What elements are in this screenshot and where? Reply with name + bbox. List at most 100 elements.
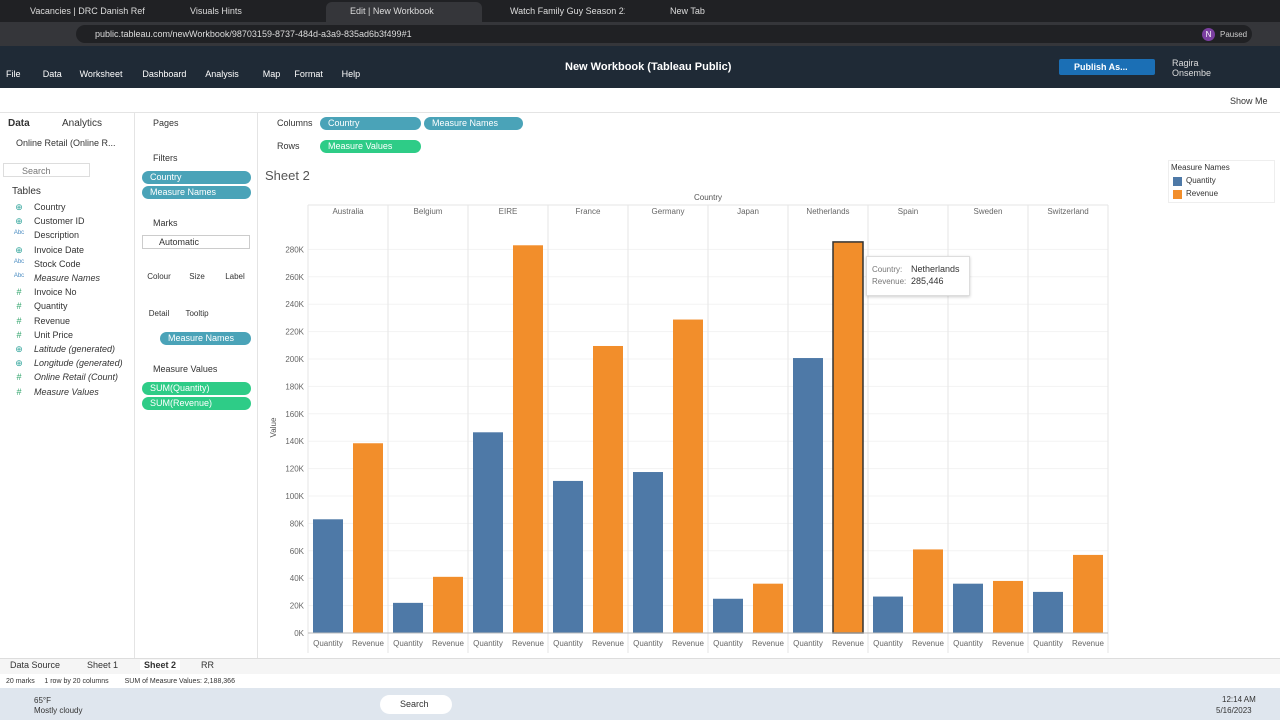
measure-pill[interactable]: SUM(Quantity): [142, 382, 251, 395]
workbook-title: New Workbook (Tableau Public): [565, 61, 732, 73]
bar: [753, 583, 783, 633]
pane-tab[interactable]: Data: [8, 118, 30, 129]
bar: [953, 583, 983, 633]
profile-status[interactable]: Paused: [1220, 30, 1248, 39]
category-label: Switzerland: [1047, 207, 1088, 216]
menu-item[interactable]: Help: [341, 69, 361, 79]
mark-type-label: Automatic: [159, 237, 200, 247]
avatar[interactable]: N: [1202, 28, 1215, 41]
field-icon: #: [16, 315, 22, 326]
bar: [553, 480, 583, 633]
menu-item[interactable]: Data: [42, 69, 62, 79]
show-me[interactable]: Show Me: [1230, 96, 1268, 106]
x-sub-label: Revenue: [752, 639, 785, 648]
field[interactable]: Latitude (generated): [34, 344, 116, 354]
category-label: Belgium: [414, 207, 443, 216]
category-label: Netherlands: [806, 207, 849, 216]
pane-tab[interactable]: Analytics: [62, 118, 103, 129]
x-header: Country: [694, 193, 722, 202]
bar: [873, 596, 903, 633]
mark-type[interactable]: [142, 235, 250, 249]
status-bar: [0, 674, 1280, 688]
measure-pill[interactable]: SUM(Revenue): [142, 397, 251, 410]
bar: [993, 580, 1023, 633]
field[interactable]: Revenue: [34, 315, 71, 326]
field-icon: #: [16, 372, 22, 383]
search-box[interactable]: [3, 163, 90, 177]
taskbar-search[interactable]: [380, 695, 452, 714]
legend-entry[interactable]: Quantity: [1186, 176, 1216, 185]
publish-button[interactable]: [1059, 59, 1155, 75]
menu-item[interactable]: Analysis: [205, 69, 239, 79]
field[interactable]: Online Retail (Count): [34, 372, 119, 383]
marks-button[interactable]: Detail: [148, 309, 170, 318]
field-icon: #: [16, 287, 22, 298]
legend-title: Measure Names: [1171, 163, 1230, 172]
data-pane: [0, 113, 135, 658]
x-sub-label: Revenue: [512, 639, 545, 648]
x-sub-label: Quantity: [313, 639, 343, 648]
browser-tab-title: New Tab: [670, 6, 705, 16]
menu-item[interactable]: Format: [294, 69, 323, 79]
y-tick-label: 180K: [285, 382, 304, 391]
category-label: France: [576, 207, 601, 216]
sheet-tab[interactable]: Sheet 1: [87, 660, 119, 670]
field-icon: ⊕: [15, 216, 23, 227]
field[interactable]: Country: [34, 202, 66, 212]
menu-item[interactable]: Dashboard: [142, 69, 187, 79]
sheet-tab[interactable]: Data Source: [10, 660, 61, 670]
field[interactable]: Description: [34, 230, 80, 241]
bar: [433, 576, 463, 633]
legend-entry[interactable]: Revenue: [1186, 189, 1219, 198]
source-name[interactable]: Online Retail (Online R...: [16, 138, 116, 148]
field[interactable]: Customer ID: [34, 216, 85, 227]
status-text: SUM of Measure Values: 2,188,366: [124, 678, 235, 685]
field-icon: #: [16, 329, 22, 340]
chart: Country Value 0K 20K 40K 60K 80K 100K 120K 140K 16…: [269, 193, 1109, 653]
marks-button[interactable]: Label: [225, 272, 245, 281]
bar: [393, 602, 423, 633]
column-pill[interactable]: Country: [320, 117, 421, 130]
field[interactable]: Unit Price: [34, 329, 74, 340]
y-tick-label: 20K: [290, 602, 305, 611]
x-sub-label: Revenue: [1072, 639, 1105, 648]
url-field[interactable]: [76, 25, 1252, 43]
y-tick-label: 120K: [285, 465, 304, 474]
menu-item[interactable]: Worksheet: [79, 69, 123, 79]
field[interactable]: Measure Names: [34, 273, 101, 283]
column-pill[interactable]: Measure Names: [424, 117, 523, 130]
field[interactable]: Stock Code: [34, 258, 81, 269]
field[interactable]: Invoice No: [34, 287, 77, 298]
y-tick-label: 80K: [290, 519, 305, 528]
field-icon: ⊕: [15, 202, 23, 212]
filter-pill[interactable]: Measure Names: [142, 186, 251, 199]
tooltip-measure-label: Revenue:: [872, 277, 907, 286]
category-label: Spain: [898, 207, 918, 216]
field[interactable]: Invoice Date: [34, 244, 85, 255]
menu-item[interactable]: Map: [262, 69, 281, 79]
field[interactable]: Quantity: [34, 301, 68, 312]
field-icon: ⊕: [15, 244, 23, 255]
taskbar: [0, 688, 1280, 720]
sheet-tab[interactable]: Sheet 2: [140, 660, 181, 670]
sheet-tab[interactable]: RR: [201, 660, 214, 670]
marks-button[interactable]: Size: [189, 272, 205, 281]
row-pill[interactable]: Measure Values: [320, 140, 421, 153]
marks-button[interactable]: Tooltip: [185, 309, 209, 318]
filter-pill[interactable]: Country: [142, 171, 251, 184]
x-sub-label: Revenue: [592, 639, 625, 648]
user-name[interactable]: Ragira Onsembe: [1172, 58, 1212, 78]
field-icon: Abc: [13, 230, 25, 237]
menu-item[interactable]: File: [6, 69, 21, 79]
field[interactable]: Longitude (generated): [34, 358, 123, 369]
marks-button[interactable]: Colour: [147, 272, 171, 281]
browser-tab[interactable]: [326, 2, 482, 22]
field[interactable]: Measure Values: [34, 386, 99, 397]
category-label: Sweden: [974, 207, 1003, 216]
field-icon: #: [16, 301, 22, 312]
measure-values-title: Measure Values: [153, 364, 218, 374]
tooltip-country-label: Country:: [872, 265, 903, 274]
marks-pill[interactable]: Measure Names: [160, 332, 251, 345]
bar: [593, 345, 623, 633]
